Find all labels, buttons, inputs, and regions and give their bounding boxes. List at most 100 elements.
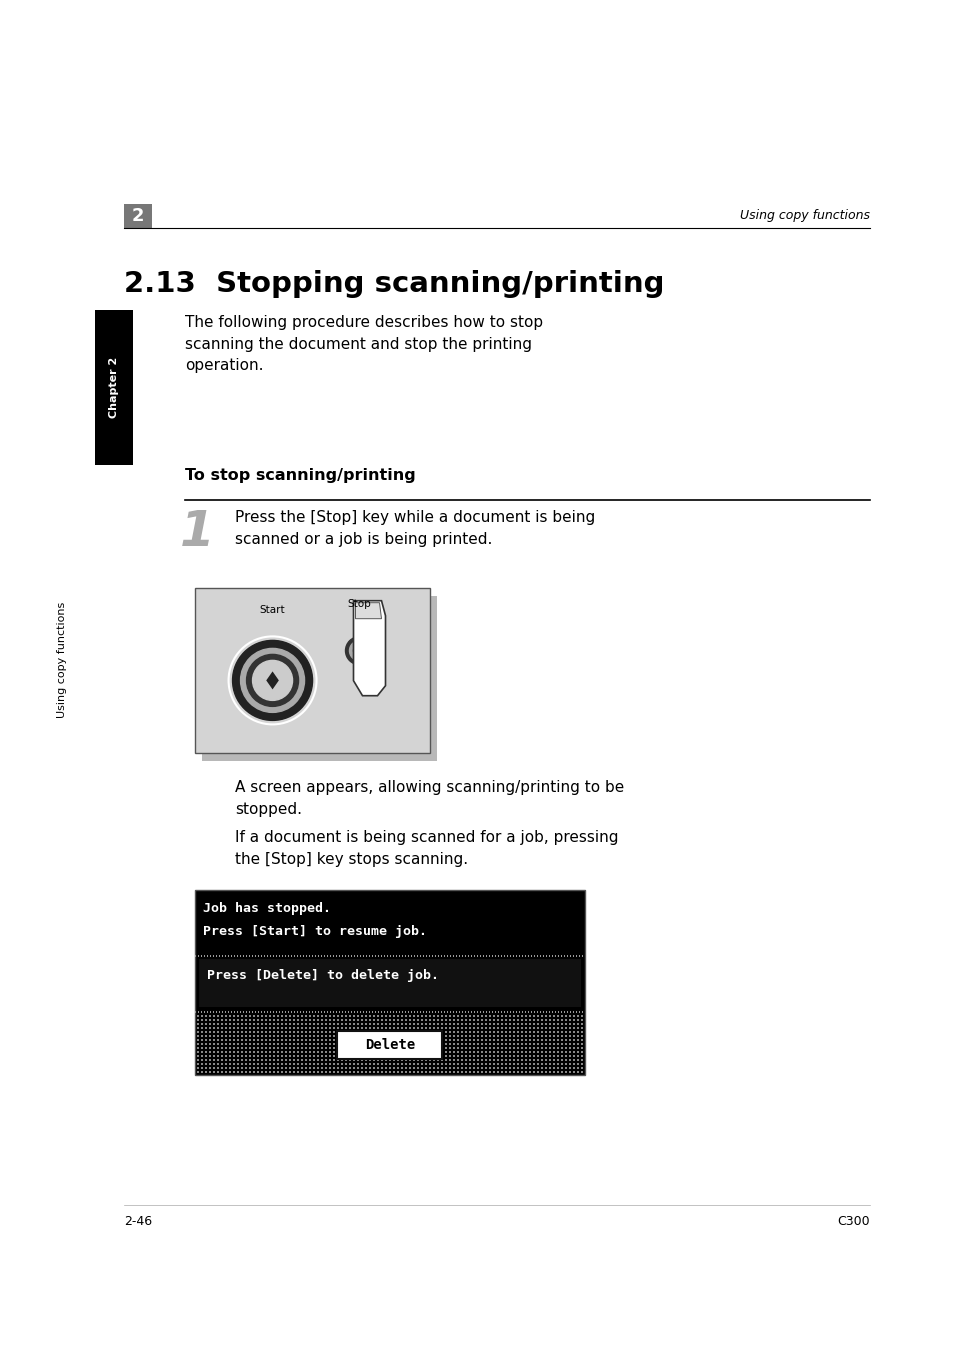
Bar: [489, 1040, 491, 1041]
Bar: [240, 1011, 241, 1012]
Bar: [209, 1066, 211, 1069]
Bar: [545, 954, 547, 957]
Bar: [529, 1035, 531, 1037]
Text: 1: 1: [180, 508, 214, 556]
Bar: [233, 1035, 234, 1037]
Bar: [256, 1019, 258, 1021]
Bar: [336, 1071, 338, 1073]
Bar: [473, 1066, 475, 1069]
Bar: [568, 1062, 571, 1065]
Bar: [580, 1035, 582, 1037]
Bar: [320, 1062, 323, 1065]
Bar: [513, 1027, 515, 1029]
Bar: [416, 1019, 418, 1021]
Bar: [476, 954, 478, 957]
Bar: [568, 1066, 571, 1069]
Bar: [464, 1054, 467, 1057]
Bar: [233, 1062, 234, 1065]
Bar: [360, 1066, 363, 1069]
Bar: [413, 1019, 415, 1021]
Bar: [573, 1019, 575, 1021]
Bar: [333, 1015, 335, 1017]
Bar: [480, 1019, 482, 1021]
Bar: [573, 1015, 575, 1017]
Bar: [333, 1066, 335, 1069]
Bar: [484, 1071, 486, 1073]
Bar: [540, 1066, 542, 1069]
Bar: [449, 1066, 451, 1069]
Bar: [233, 954, 235, 957]
Bar: [313, 1048, 314, 1049]
Bar: [476, 1027, 478, 1029]
Bar: [201, 1011, 202, 1012]
Bar: [517, 1015, 518, 1017]
Bar: [216, 1023, 219, 1025]
Bar: [365, 1027, 367, 1029]
Bar: [341, 954, 343, 957]
Bar: [365, 1071, 367, 1073]
Bar: [504, 1027, 506, 1029]
Bar: [480, 1052, 482, 1053]
Bar: [320, 1071, 323, 1073]
Bar: [500, 1027, 502, 1029]
Bar: [424, 1066, 427, 1069]
Bar: [424, 1052, 427, 1053]
Bar: [557, 1044, 558, 1045]
Bar: [456, 1027, 458, 1029]
Bar: [393, 1023, 395, 1025]
Bar: [241, 1052, 243, 1053]
Bar: [433, 1052, 435, 1053]
Bar: [484, 1023, 486, 1025]
Bar: [329, 1023, 331, 1025]
Bar: [356, 1027, 358, 1029]
Bar: [194, 1011, 196, 1012]
Bar: [380, 1023, 382, 1025]
Bar: [460, 1015, 462, 1017]
Bar: [236, 1023, 239, 1025]
Bar: [577, 1044, 578, 1045]
Bar: [396, 1031, 398, 1033]
Bar: [489, 1023, 491, 1025]
Bar: [236, 1019, 239, 1021]
Bar: [275, 954, 277, 957]
Bar: [420, 1071, 422, 1073]
Bar: [269, 1071, 271, 1073]
Bar: [376, 1044, 378, 1045]
Bar: [433, 1027, 435, 1029]
Bar: [369, 1027, 371, 1029]
Bar: [493, 1044, 495, 1045]
Bar: [301, 1048, 303, 1049]
Bar: [261, 1019, 263, 1021]
Bar: [336, 1052, 338, 1053]
Bar: [349, 1019, 351, 1021]
Bar: [393, 1062, 395, 1065]
Bar: [294, 954, 295, 957]
Bar: [573, 1031, 575, 1033]
Bar: [580, 1031, 582, 1033]
Bar: [456, 1035, 458, 1037]
Bar: [400, 1044, 402, 1045]
Bar: [469, 1027, 471, 1029]
Text: Press [Start] to resume job.: Press [Start] to resume job.: [203, 925, 427, 938]
Bar: [249, 1019, 251, 1021]
Bar: [461, 954, 463, 957]
Bar: [453, 1011, 454, 1012]
Bar: [296, 1040, 298, 1041]
Bar: [424, 1058, 427, 1061]
Bar: [453, 1031, 455, 1033]
Bar: [229, 1015, 231, 1017]
Bar: [580, 1071, 582, 1073]
Bar: [539, 1011, 541, 1012]
Bar: [568, 1048, 571, 1049]
Bar: [405, 1023, 407, 1025]
Bar: [236, 1015, 239, 1017]
Bar: [221, 1027, 223, 1029]
Bar: [356, 1058, 358, 1061]
Bar: [416, 1052, 418, 1053]
Bar: [233, 1019, 234, 1021]
Bar: [389, 1027, 391, 1029]
Bar: [233, 1027, 234, 1029]
Bar: [349, 1062, 351, 1065]
Bar: [469, 1035, 471, 1037]
Bar: [299, 1011, 301, 1012]
